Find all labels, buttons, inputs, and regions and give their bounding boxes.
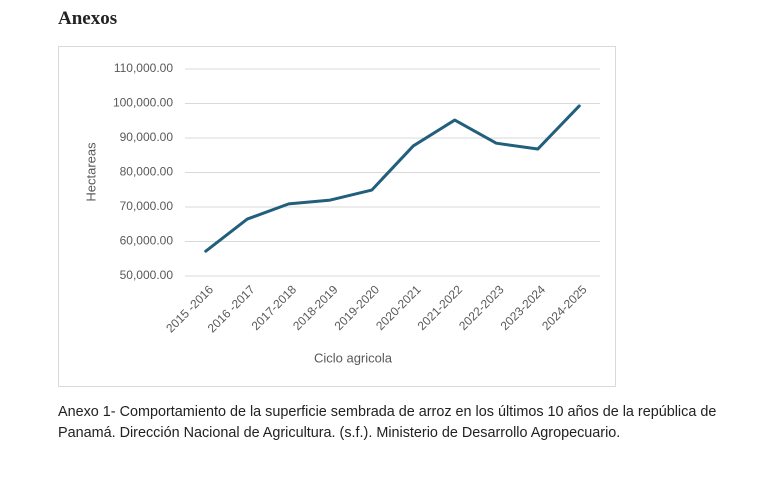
heading: Anexos bbox=[58, 8, 118, 29]
y-tick-label: 70,000.00 bbox=[120, 199, 174, 213]
y-tick-label: 90,000.00 bbox=[120, 130, 174, 144]
y-tick-label: 80,000.00 bbox=[120, 165, 174, 179]
y-tick-label: 60,000.00 bbox=[120, 234, 174, 248]
y-tick-label: 110,000.00 bbox=[114, 61, 173, 75]
x-axis-title: Ciclo agricola bbox=[314, 350, 393, 365]
y-tick-label: 100,000.00 bbox=[113, 96, 173, 110]
data-line bbox=[204, 104, 581, 253]
chart: Hectareas Ciclo agricola 50,000.00 60,000… bbox=[58, 46, 616, 387]
y-axis-title: Hectareas bbox=[83, 142, 98, 202]
caption: Anexo 1- Comportamiento de la superficie… bbox=[58, 404, 717, 441]
y-tick-label: 50,000.00 bbox=[120, 268, 174, 282]
